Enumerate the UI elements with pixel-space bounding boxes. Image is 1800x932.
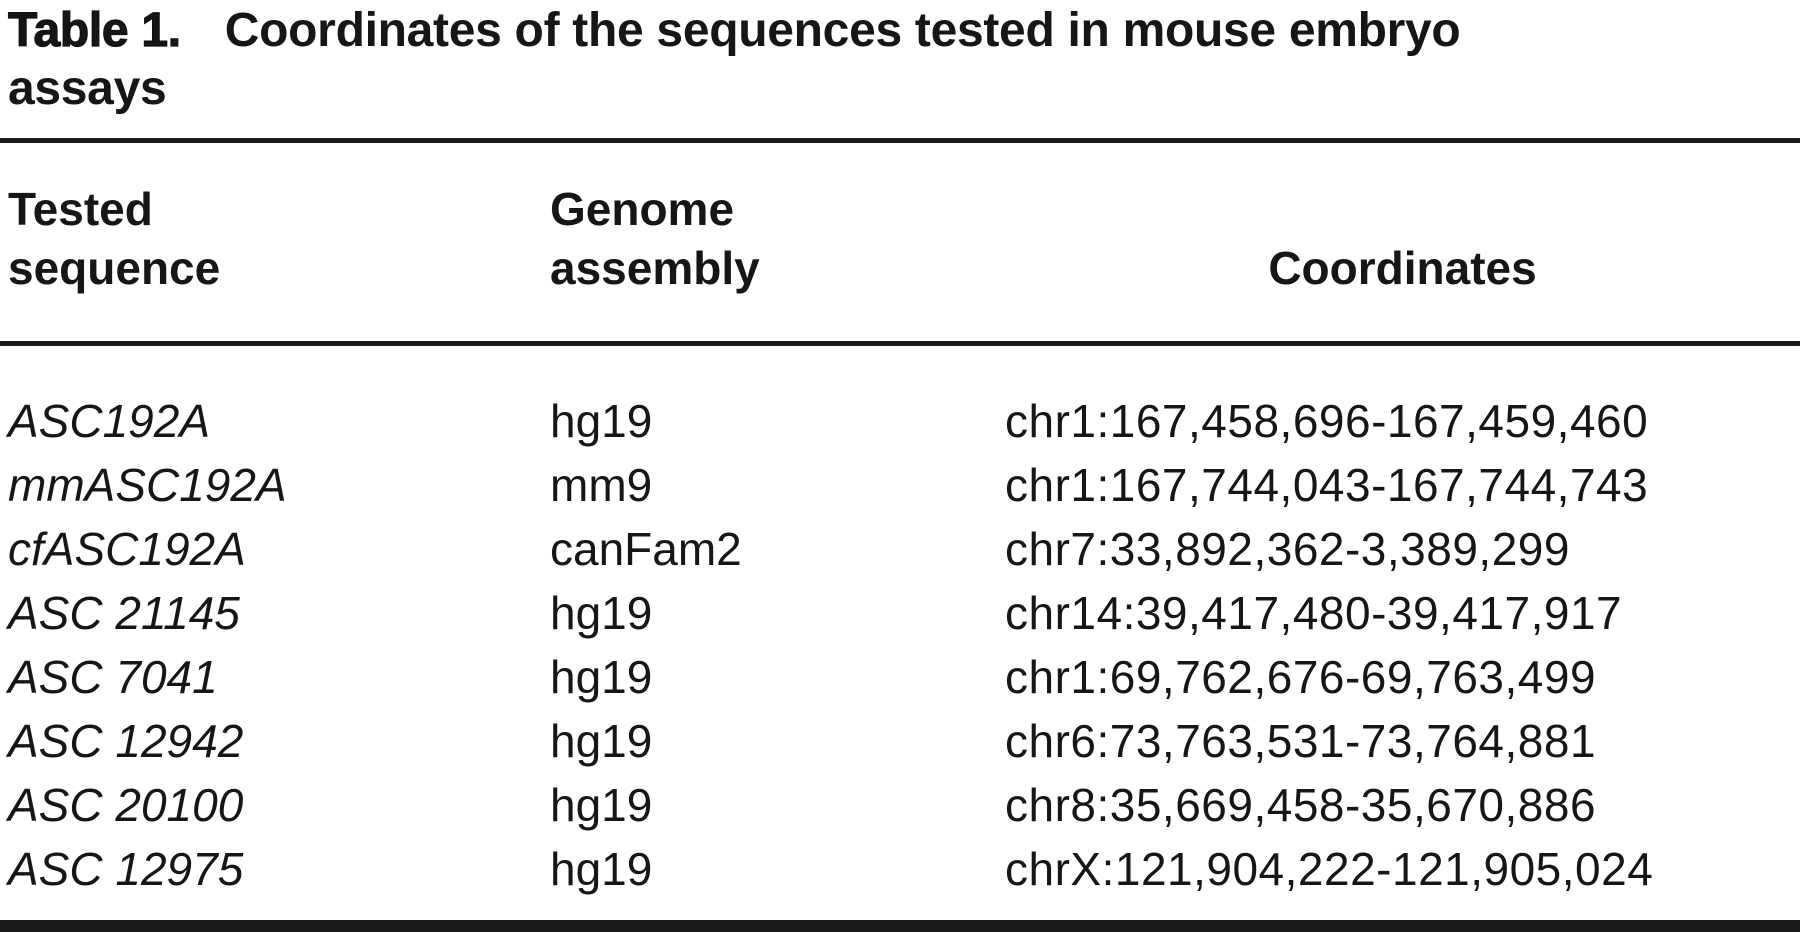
genome-assembly-cell: hg19 (550, 779, 653, 831)
table-row: ASC 12942 hg19 chr6:73,763,531-73,764,88… (0, 709, 1800, 773)
column-header-genome-assembly: Genome assembly (550, 183, 760, 294)
coordinates-cell: chr1:167,458,696-167,459,460 (1005, 395, 1649, 447)
table-caption-line2: assays (8, 62, 167, 115)
table-row: ASC 12975 hg19 chrX:121,904,222-121,905,… (0, 837, 1800, 901)
tested-sequence-cell: cfASC192A (8, 523, 246, 575)
genome-assembly-cell: canFam2 (550, 523, 742, 575)
rule-below-caption (0, 138, 1800, 143)
table-body: ASC192A hg19 chr1:167,458,696-167,459,46… (0, 389, 1800, 901)
genome-assembly-cell: hg19 (550, 587, 653, 639)
table-row: ASC 20100 hg19 chr8:35,669,458-35,670,88… (0, 773, 1800, 837)
table-caption: Table 1. Coordinates of the sequences tes… (7, 2, 1800, 118)
tested-sequence-cell: ASC 12975 (8, 843, 244, 895)
column-header-tested-sequence: Tested sequence (8, 183, 221, 294)
tested-sequence-cell: ASC 20100 (8, 779, 244, 831)
coordinates-cell: chr8:35,669,458-35,670,886 (1005, 779, 1597, 831)
rule-table-bottom (0, 920, 1800, 932)
genome-assembly-cell: hg19 (550, 651, 653, 703)
tested-sequence-cell: ASC192A (8, 395, 211, 447)
coordinates-cell: chr7:33,892,362-3,389,299 (1005, 523, 1570, 575)
table-caption-line1: Table 1. Coordinates of the sequences tes… (7, 2, 1800, 60)
coordinates-cell: chrX:121,904,222-121,905,024 (1005, 843, 1654, 895)
tested-sequence-cell: mmASC192A (8, 459, 287, 511)
coordinates-cell: chr6:73,763,531-73,764,881 (1005, 715, 1597, 767)
table-row: mmASC192A mm9 chr1:167,744,043-167,744,7… (0, 453, 1800, 517)
table-row: ASC 7041 hg19 chr1:69,762,676-69,763,499 (0, 645, 1800, 709)
genome-assembly-cell: mm9 (550, 459, 653, 511)
table-row: cfASC192A canFam2 chr7:33,892,362-3,389,… (0, 517, 1800, 581)
table-row: ASC192A hg19 chr1:167,458,696-167,459,46… (0, 389, 1800, 453)
genome-assembly-cell: hg19 (550, 715, 653, 767)
coordinates-cell: chr1:167,744,043-167,744,743 (1005, 459, 1649, 511)
genome-assembly-cell: hg19 (550, 843, 653, 895)
tested-sequence-cell: ASC 21145 (8, 587, 240, 639)
tested-sequence-cell: ASC 12942 (8, 715, 244, 767)
table-header-row: Tested sequence Genome assembly Coordina… (0, 180, 1800, 298)
tested-sequence-cell: ASC 7041 (8, 651, 218, 703)
table-caption-text: Coordinates of the sequences tested in m… (224, 4, 1461, 57)
coordinates-cell: chr14:39,417,480-39,417,917 (1005, 587, 1623, 639)
genome-assembly-cell: hg19 (550, 395, 653, 447)
table-row: ASC 21145 hg19 chr14:39,417,480-39,417,9… (0, 581, 1800, 645)
column-header-coordinates: Coordinates (1268, 242, 1537, 294)
rule-below-header (0, 341, 1800, 346)
coordinates-cell: chr1:69,762,676-69,763,499 (1005, 651, 1597, 703)
table-number: Table 1. (7, 3, 181, 57)
